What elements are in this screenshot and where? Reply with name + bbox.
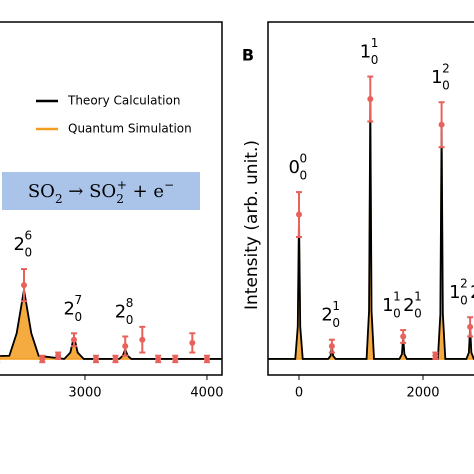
equation-box	[2, 172, 200, 210]
peak-label: 1	[449, 282, 460, 303]
sim-point	[438, 121, 445, 128]
peak-label: 2	[403, 295, 414, 316]
x-tick-label: 2000	[406, 386, 439, 401]
peak-label-sub: 0	[414, 307, 422, 321]
peak-label-sup: 2	[460, 277, 468, 291]
peak-label-sup: 8	[126, 296, 134, 310]
peak-label-sup: 2	[442, 62, 450, 76]
plot-frame	[267, 21, 474, 376]
sim-point	[189, 339, 196, 346]
peak-label: 2	[63, 298, 74, 319]
sim-point	[39, 355, 46, 362]
peak-label-sub: 0	[442, 79, 450, 93]
x-tick-label: 0	[295, 386, 303, 401]
sim-point	[400, 333, 407, 340]
sim-point	[432, 352, 439, 359]
x-tick-label: 4000	[190, 386, 223, 401]
peak-label: 2	[470, 282, 474, 303]
sim-point	[367, 96, 374, 103]
quantum-area	[0, 289, 222, 360]
peak-label: 0	[289, 157, 300, 178]
sim-point	[467, 323, 474, 330]
equation: SO2 → SO2+ + e−	[28, 178, 174, 206]
peak-label-sub: 0	[332, 316, 340, 330]
plot-frame	[0, 21, 223, 376]
sim-point	[20, 282, 27, 289]
peak-label-sup: 1	[393, 290, 401, 304]
peak-label: 2	[115, 301, 126, 322]
sim-point	[70, 336, 77, 343]
peak-label-sub: 0	[126, 313, 134, 327]
panel-label: B	[242, 46, 254, 65]
peak-label-sup: 1	[414, 290, 422, 304]
peak-label-sup: 1	[371, 36, 379, 50]
sim-point	[55, 352, 62, 359]
peak-label-sub: 0	[24, 246, 32, 260]
peak-label-sup: 6	[24, 229, 32, 243]
peak-label: 1	[360, 42, 371, 63]
sim-point	[328, 343, 335, 350]
peak-label-sup: 7	[74, 293, 82, 307]
sim-point	[112, 355, 119, 362]
sim-point	[92, 355, 99, 362]
peak-label: 2	[13, 234, 24, 255]
legend-label: Quantum Simulation	[68, 122, 192, 136]
x-tick-label: 3000	[68, 386, 101, 401]
peak-label: 1	[431, 67, 442, 88]
peak-label: 2	[321, 305, 332, 326]
sim-point	[296, 211, 302, 218]
sim-point	[139, 336, 146, 343]
sim-point	[203, 355, 210, 362]
peak-label-sub: 0	[74, 310, 82, 324]
theory-line	[268, 99, 474, 360]
sim-point	[155, 355, 162, 362]
peak-label-sub: 0	[393, 307, 401, 321]
sim-point	[122, 343, 129, 350]
y-axis-label: Intensity (arb. unit.)	[242, 140, 262, 310]
peak-label: 1	[382, 295, 393, 316]
legend-label: Theory Calculation	[67, 94, 180, 108]
peak-label-sup: 0	[300, 152, 308, 166]
peak-label-sub: 0	[460, 294, 468, 308]
peak-label-sup: 1	[332, 299, 340, 313]
sim-point	[172, 355, 179, 362]
peak-label-sub: 0	[371, 53, 379, 67]
peak-label-sub: 0	[300, 169, 308, 183]
